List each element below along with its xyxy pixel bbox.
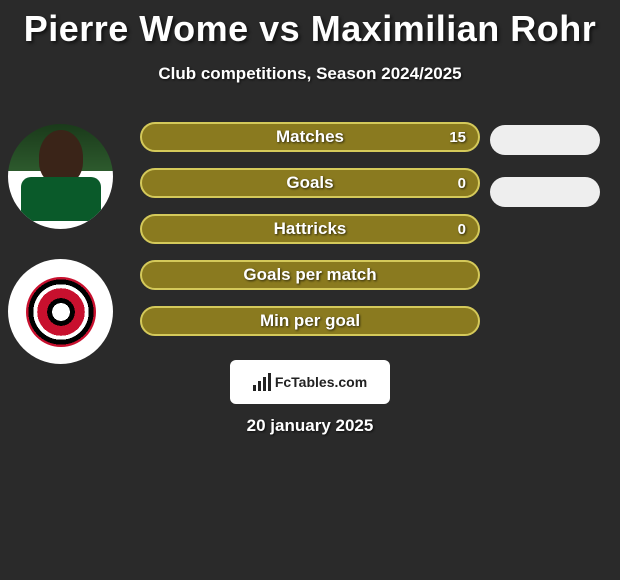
stat-bar-goals-per-match: Goals per match xyxy=(140,260,480,290)
fctables-logo: FcTables.com xyxy=(253,373,367,391)
right-pills-column xyxy=(490,122,600,229)
brand-text: FcTables.com xyxy=(275,374,367,390)
stat-label: Matches xyxy=(276,127,344,147)
stat-bar-goals: Goals 0 xyxy=(140,168,480,198)
comparison-pill xyxy=(490,177,600,207)
stat-bar-hattricks: Hattricks 0 xyxy=(140,214,480,244)
avatars-column xyxy=(8,124,113,394)
player2-name: Maximilian Rohr xyxy=(311,8,597,49)
page-title: Pierre Wome vs Maximilian Rohr xyxy=(0,0,620,50)
stat-label: Min per goal xyxy=(260,311,360,331)
stat-value: 0 xyxy=(458,175,466,192)
player1-avatar xyxy=(8,124,113,229)
player2-club-logo xyxy=(26,277,96,347)
stat-bar-min-per-goal: Min per goal xyxy=(140,306,480,336)
stat-label: Goals xyxy=(286,173,333,193)
stat-value: 0 xyxy=(458,221,466,238)
player1-name: Pierre Wome xyxy=(24,8,249,49)
stat-bar-matches: Matches 15 xyxy=(140,122,480,152)
stats-column: Matches 15 Goals 0 Hattricks 0 Goals per… xyxy=(140,122,480,352)
chart-icon xyxy=(253,373,271,391)
comparison-pill xyxy=(490,125,600,155)
stat-value: 15 xyxy=(449,129,466,146)
player2-avatar xyxy=(8,259,113,364)
brand-box[interactable]: FcTables.com xyxy=(230,360,390,404)
subtitle: Club competitions, Season 2024/2025 xyxy=(0,64,620,84)
date-label: 20 january 2025 xyxy=(0,416,620,436)
stat-label: Goals per match xyxy=(243,265,376,285)
vs-label: vs xyxy=(259,8,300,49)
stat-label: Hattricks xyxy=(274,219,347,239)
